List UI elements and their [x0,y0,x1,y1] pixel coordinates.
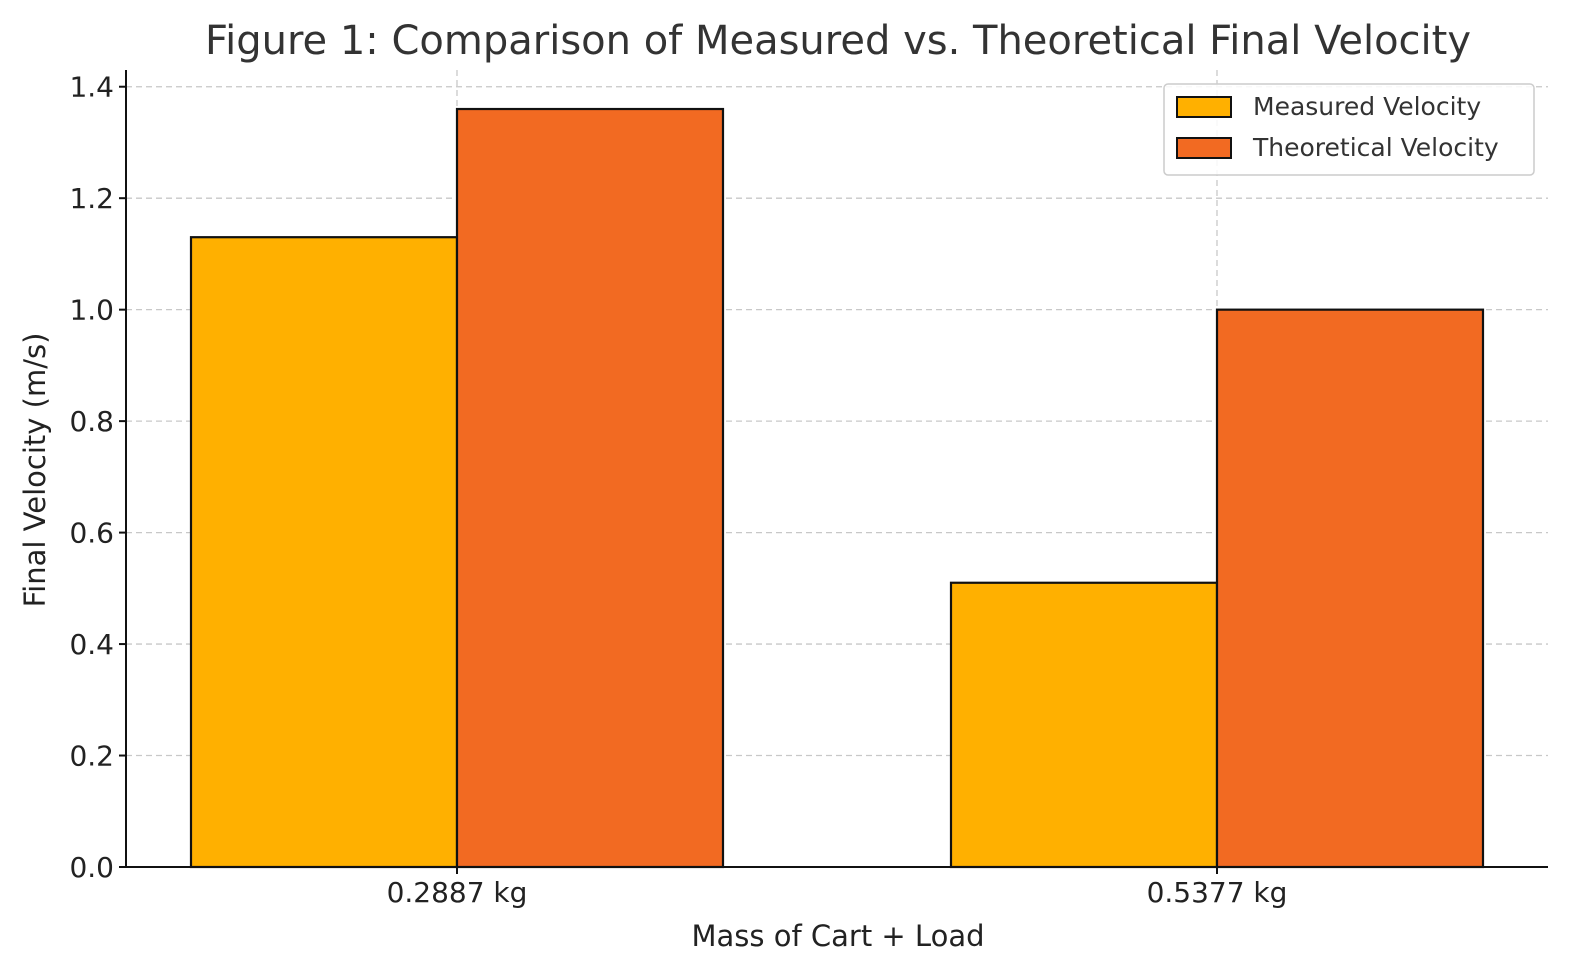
y-tick-label: 0.8 [69,405,114,438]
x-tick-label: 0.5377 kg [1147,876,1288,909]
legend-swatch [1176,96,1232,118]
y-tick-label: 0.6 [69,517,114,550]
legend-label: Measured Velocity [1253,92,1481,121]
x-axis-ticks: 0.2887 kg 0.5377 kg [387,867,1288,909]
bars [189,107,1485,869]
legend-box [1163,83,1535,176]
chart-title: Figure 1: Comparison of Measured vs. The… [205,18,1471,64]
y-axis-ticks: 0.0 0.2 0.4 0.6 0.8 1.0 1.2 1.4 [69,71,126,884]
y-tick-label: 0.4 [69,628,114,661]
y-tick-label: 1.0 [69,294,114,327]
x-tick-label: 0.2887 kg [387,876,528,909]
legend: Measured Velocity Theoretical Velocity [1163,83,1535,176]
legend-swatch [1176,137,1232,159]
y-tick-label: 1.2 [69,182,114,215]
legend-items: Measured Velocity Theoretical Velocity [1176,92,1499,162]
axes [125,70,1548,868]
bar-theoretical-velocity-2 [1215,308,1485,869]
legend-label: Theoretical Velocity [1252,133,1499,162]
bar-measured-velocity-1 [189,236,459,869]
bar-theoretical-velocity-1 [455,107,725,869]
y-tick-label: 0.0 [69,851,114,884]
y-axis-label: Final Velocity (m/s) [18,333,52,608]
x-axis-label: Mass of Cart + Load [691,919,984,953]
bar-measured-velocity-2 [949,581,1219,869]
y-tick-label: 1.4 [69,71,114,104]
y-tick-label: 0.2 [69,740,114,773]
